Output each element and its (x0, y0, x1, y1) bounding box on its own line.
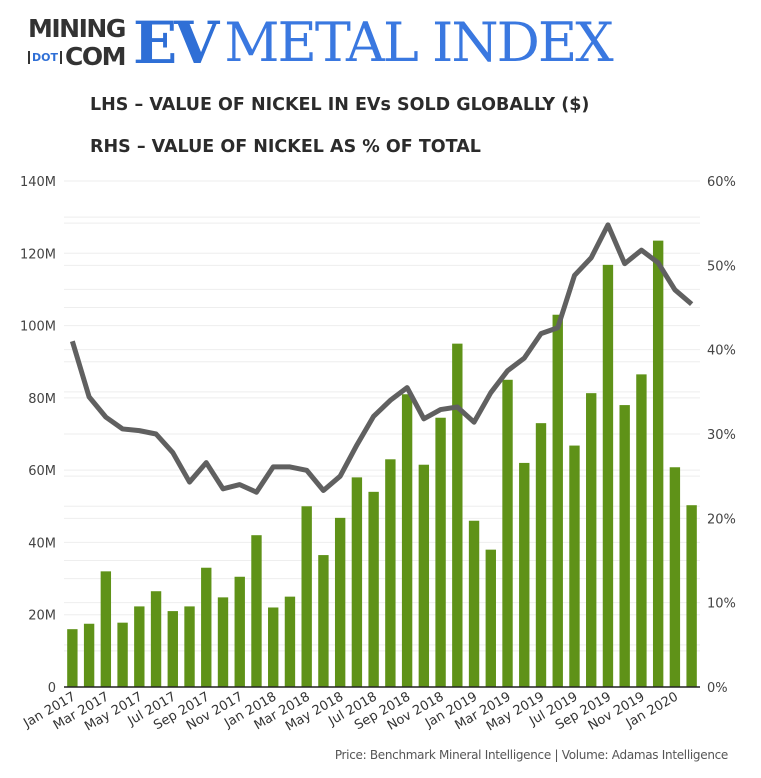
left-axis-tick: 40M (28, 536, 56, 551)
bar-aug-2018 (385, 459, 396, 687)
bar-jun-2017 (150, 591, 162, 687)
bar-jan-2017 (67, 629, 78, 687)
bar-feb-2018 (284, 596, 296, 687)
bar-may-2019 (535, 423, 547, 687)
bar-nov-2019 (636, 374, 647, 687)
bar-apr-2019 (519, 462, 530, 687)
right-axis-tick: 50% (707, 259, 736, 274)
bar-sep-2018 (401, 394, 413, 687)
left-axis-tick: 140M (20, 175, 56, 190)
left-axis-tick: 0 (48, 681, 56, 696)
subtitle-rhs: RHS – VALUE OF NICKEL AS % OF TOTAL (90, 137, 481, 157)
bar-may-2017 (134, 606, 145, 687)
bar-nov-2017 (234, 576, 245, 687)
logo-metal-index: METAL INDEX (224, 11, 614, 74)
bar-jan-2019 (468, 520, 480, 687)
left-axis-tick: 60M (28, 464, 56, 479)
bar-jun-2018 (351, 477, 363, 687)
right-axis-tick: 30% (707, 428, 736, 443)
bar-dec-2018 (452, 343, 463, 687)
bar-oct-2019 (619, 405, 630, 687)
logo-mining: MINING (28, 13, 126, 43)
right-axis-tick: 20% (707, 512, 736, 527)
right-axis-tick: 10% (707, 597, 736, 612)
right-axis-tick: 40% (707, 344, 736, 359)
bar-jan-2018 (268, 607, 279, 687)
bar-feb-2020 (686, 505, 697, 687)
bar-jul-2019 (569, 445, 580, 687)
bar-dec-2017 (251, 535, 262, 687)
subtitle-lhs: LHS – VALUE OF NICKEL IN EVs SOLD GLOBAL… (90, 95, 590, 115)
bar-jul-2017 (167, 611, 178, 687)
bar-aug-2017 (184, 606, 195, 687)
bar-aug-2019 (586, 393, 597, 687)
bar-sep-2017 (201, 567, 212, 687)
bar-feb-2017 (83, 623, 95, 687)
source-footer: Price: Benchmark Mineral Intelligence | … (334, 748, 728, 762)
bar-dec-2019 (652, 240, 664, 687)
left-axis-tick: 80M (28, 392, 56, 407)
bar-jun-2019 (552, 314, 563, 687)
nickel-share-line (69, 222, 694, 495)
logo-ev: EV (132, 9, 219, 77)
bar-mar-2019 (502, 379, 513, 687)
right-axis-tick: 0% (707, 681, 728, 696)
bar-sep-2019 (602, 264, 614, 687)
logo-com: COM (65, 41, 126, 71)
logo-mining-dot-com: MINING DOT COM (28, 13, 126, 72)
left-axis-tick: 20M (28, 609, 56, 624)
bar-may-2018 (334, 517, 346, 687)
bar-mar-2018 (301, 506, 312, 687)
bar-jul-2018 (368, 491, 379, 687)
logo-dot: DOT (28, 50, 62, 64)
bar-apr-2017 (117, 622, 128, 687)
bar-apr-2018 (318, 555, 329, 687)
bar-oct-2017 (217, 597, 229, 687)
mining-com-ev-metal-index-logo: MINING DOT COM EV METAL INDEX (28, 9, 614, 77)
bar-oct-2018 (418, 464, 430, 687)
bar-jan-2020 (669, 467, 681, 687)
left-axis-tick: 120M (20, 247, 56, 262)
bar-nov-2018 (435, 417, 446, 687)
bar-mar-2017 (100, 571, 112, 687)
bar-feb-2019 (485, 549, 496, 687)
left-axis-tick: 100M (20, 320, 56, 335)
logo-dotcom: DOT COM (28, 41, 126, 72)
right-axis-tick: 60% (707, 175, 736, 190)
